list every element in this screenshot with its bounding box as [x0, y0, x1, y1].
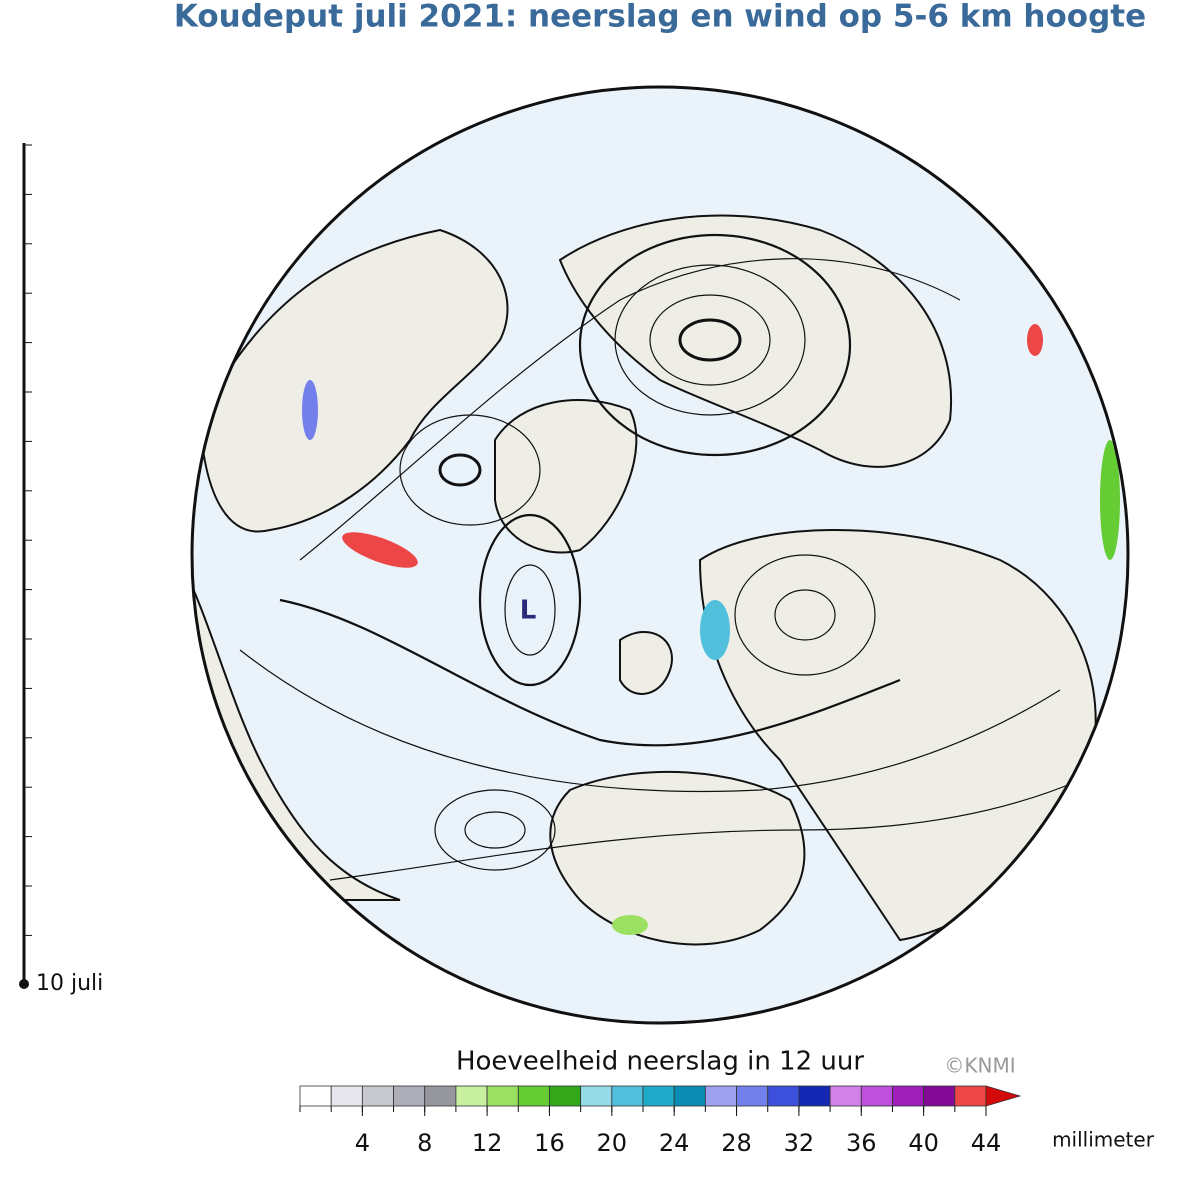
title: Koudeput juli 2021: neerslag en wind op … — [174, 0, 1146, 35]
tick-label: 32 — [784, 1129, 815, 1157]
contours — [239, 233, 1081, 881]
color-box — [954, 1085, 987, 1107]
color-box — [798, 1085, 831, 1107]
unit-label: millimeter — [1052, 1128, 1155, 1152]
credit: ©KNMI — [944, 1054, 1015, 1078]
color-box — [330, 1085, 363, 1107]
timeline-label: 10 juli — [36, 971, 103, 996]
color-box — [424, 1085, 457, 1107]
color-box — [549, 1085, 582, 1107]
tick-label: 40 — [908, 1129, 939, 1157]
color-box — [892, 1085, 925, 1107]
color-box — [829, 1085, 862, 1107]
color-box — [611, 1085, 644, 1107]
color-box — [923, 1085, 956, 1107]
color-box — [767, 1085, 800, 1107]
timeline-marker — [19, 979, 29, 989]
tick-label: 36 — [846, 1129, 877, 1157]
color-box — [704, 1085, 737, 1107]
extend-arrow — [985, 1085, 1022, 1107]
color-box — [736, 1085, 769, 1107]
color-box — [299, 1085, 332, 1107]
globe-border — [190, 85, 1130, 1025]
globe — [192, 87, 1128, 1023]
timeline — [19, 143, 32, 989]
color-box — [642, 1085, 675, 1107]
color-box — [486, 1085, 519, 1107]
colorbar: 4 8 12 16 20 24 28 32 36 40 44 — [299, 1085, 1022, 1157]
tick-label: 4 — [355, 1129, 370, 1157]
color-box — [455, 1085, 488, 1107]
tick-label: 24 — [659, 1129, 690, 1157]
tick-label: 44 — [971, 1129, 1002, 1157]
tick-label: 20 — [597, 1129, 628, 1157]
tick-label: 16 — [534, 1129, 565, 1157]
color-box — [580, 1085, 613, 1107]
colorbar-title: Hoeveelheid neerslag in 12 uur — [456, 1047, 864, 1077]
color-box — [393, 1085, 426, 1107]
color-box — [361, 1085, 394, 1107]
tick-label: 28 — [721, 1129, 752, 1157]
color-box — [673, 1085, 706, 1107]
color-box — [860, 1085, 893, 1107]
tick-label: 12 — [472, 1129, 503, 1157]
precipitation — [302, 324, 1120, 935]
color-box — [517, 1085, 550, 1107]
tick-label: 8 — [417, 1129, 432, 1157]
low-label: L — [520, 596, 537, 626]
